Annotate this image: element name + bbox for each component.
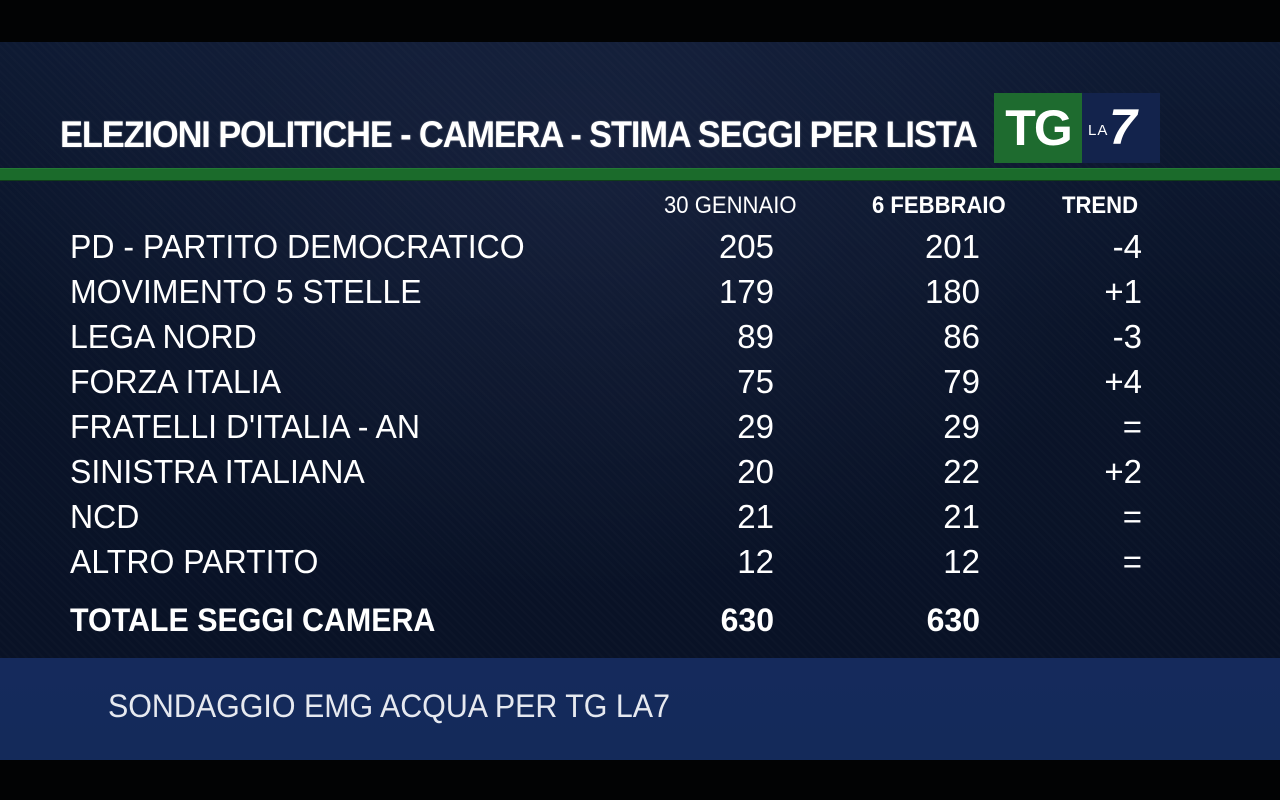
seats-6-febbraio: 29 xyxy=(943,408,980,445)
seats-30-gennaio: 205 xyxy=(718,228,774,265)
total-6-febbraio: 630 xyxy=(926,602,980,638)
party-name: ALTRO PARTITO xyxy=(70,543,319,580)
seats-6-febbraio: 180 xyxy=(924,273,980,310)
party-name: FRATELLI D'ITALIA - AN xyxy=(70,408,421,445)
party-name: MOVIMENTO 5 STELLE xyxy=(70,273,422,310)
trend-value: -4 xyxy=(1112,228,1142,265)
column-header-6-febbraio: 6 FEBBRAIO xyxy=(872,192,1006,219)
trend-value: +2 xyxy=(1104,453,1142,490)
seats-6-febbraio: 21 xyxy=(943,498,980,535)
party-name: LEGA NORD xyxy=(70,318,257,355)
trend-value: = xyxy=(1122,543,1142,580)
column-header-30-gennaio: 30 GENNAIO xyxy=(664,192,797,219)
party-name: NCD xyxy=(70,498,140,535)
seats-30-gennaio: 20 xyxy=(737,453,774,490)
seats-30-gennaio: 12 xyxy=(737,543,774,580)
table-row: PD - PARTITO DEMOCRATICO 205 201 -4 xyxy=(0,228,1280,268)
seats-6-febbraio: 201 xyxy=(924,228,980,265)
seats-6-febbraio: 79 xyxy=(943,363,980,400)
source-caption: SONDAGGIO EMG ACQUA PER TG LA7 xyxy=(108,688,670,724)
column-header-trend: TREND xyxy=(1062,192,1139,219)
trend-value: = xyxy=(1122,498,1142,535)
table-row: LEGA NORD 89 86 -3 xyxy=(0,318,1280,358)
tg-la7-logo: TG LA 7 xyxy=(994,93,1160,163)
trend-value: -3 xyxy=(1112,318,1142,355)
green-divider xyxy=(0,168,1280,181)
party-name: SINISTRA ITALIANA xyxy=(70,453,365,490)
page-title: ELEZIONI POLITICHE - CAMERA - STIMA SEGG… xyxy=(60,114,978,155)
table-row: ALTRO PARTITO 12 12 = xyxy=(0,543,1280,583)
total-30-gennaio: 630 xyxy=(720,602,774,638)
seats-30-gennaio: 179 xyxy=(718,273,774,310)
table-row: NCD 21 21 = xyxy=(0,498,1280,538)
trend-value: = xyxy=(1122,408,1142,445)
table-row: FRATELLI D'ITALIA - AN 29 29 = xyxy=(0,408,1280,448)
logo-la7-block: LA 7 xyxy=(1082,93,1160,163)
seats-30-gennaio: 29 xyxy=(737,408,774,445)
seats-6-febbraio: 22 xyxy=(943,453,980,490)
table-row: MOVIMENTO 5 STELLE 179 180 +1 xyxy=(0,273,1280,313)
seats-6-febbraio: 86 xyxy=(943,318,980,355)
seats-6-febbraio: 12 xyxy=(943,543,980,580)
table-row: SINISTRA ITALIANA 20 22 +2 xyxy=(0,453,1280,493)
party-name: PD - PARTITO DEMOCRATICO xyxy=(70,228,525,265)
footer-band: SONDAGGIO EMG ACQUA PER TG LA7 xyxy=(0,658,1280,760)
seats-30-gennaio: 21 xyxy=(737,498,774,535)
seats-30-gennaio: 75 xyxy=(737,363,774,400)
table-row: FORZA ITALIA 75 79 +4 xyxy=(0,363,1280,403)
letterbox-bottom xyxy=(0,760,1280,800)
total-row: TOTALE SEGGI CAMERA 630 630 xyxy=(0,602,1280,642)
total-label: TOTALE SEGGI CAMERA xyxy=(70,602,436,638)
trend-value: +1 xyxy=(1104,273,1142,310)
letterbox-top xyxy=(0,0,1280,42)
trend-value: +4 xyxy=(1104,363,1142,400)
logo-la-text: LA xyxy=(1088,122,1109,139)
party-name: FORZA ITALIA xyxy=(70,363,282,400)
logo-tg-block: TG xyxy=(994,93,1082,163)
seats-30-gennaio: 89 xyxy=(737,318,774,355)
logo-seven-text: 7 xyxy=(1109,99,1137,155)
